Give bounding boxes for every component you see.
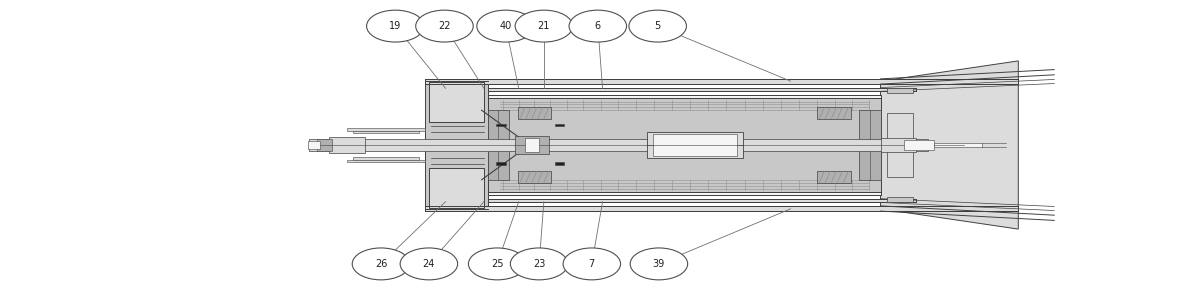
Ellipse shape: [477, 10, 534, 42]
Text: 5: 5: [654, 21, 661, 31]
Bar: [555, 124, 564, 126]
Bar: [881, 138, 916, 152]
Ellipse shape: [563, 248, 621, 280]
Bar: [429, 82, 484, 122]
Bar: [859, 110, 881, 180]
Bar: [425, 79, 1018, 84]
Ellipse shape: [416, 10, 473, 42]
Bar: [488, 199, 916, 202]
Text: 7: 7: [588, 259, 595, 269]
Bar: [518, 171, 551, 183]
Bar: [496, 124, 506, 126]
Bar: [934, 143, 982, 147]
Ellipse shape: [630, 248, 688, 280]
Text: 6: 6: [594, 21, 601, 31]
Ellipse shape: [629, 10, 686, 42]
Ellipse shape: [367, 10, 424, 42]
Bar: [425, 206, 1018, 211]
Bar: [488, 110, 509, 180]
Bar: [309, 139, 928, 151]
Text: 25: 25: [491, 259, 503, 269]
Text: 19: 19: [389, 21, 401, 31]
Bar: [496, 162, 506, 165]
Ellipse shape: [400, 248, 458, 280]
Bar: [555, 162, 564, 165]
Text: 26: 26: [375, 259, 387, 269]
Bar: [347, 160, 425, 162]
Ellipse shape: [515, 10, 573, 42]
Bar: [308, 141, 320, 149]
Bar: [488, 98, 881, 192]
Ellipse shape: [352, 248, 410, 280]
Bar: [518, 107, 551, 119]
Bar: [317, 139, 332, 151]
Bar: [904, 140, 934, 150]
Bar: [887, 197, 913, 202]
Bar: [488, 88, 916, 91]
Bar: [347, 128, 425, 130]
Polygon shape: [881, 61, 1018, 229]
Ellipse shape: [569, 10, 627, 42]
Bar: [353, 157, 419, 160]
Text: 24: 24: [423, 259, 435, 269]
Bar: [817, 171, 851, 183]
Text: 23: 23: [533, 259, 545, 269]
Bar: [488, 95, 881, 98]
Text: 39: 39: [653, 259, 665, 269]
Bar: [647, 132, 743, 158]
Bar: [329, 137, 365, 153]
Bar: [429, 168, 484, 208]
Bar: [515, 136, 549, 154]
Ellipse shape: [510, 248, 568, 280]
Text: 21: 21: [538, 21, 550, 31]
Ellipse shape: [468, 248, 526, 280]
Bar: [425, 81, 488, 209]
Text: 40: 40: [500, 21, 512, 31]
Bar: [353, 130, 419, 133]
Bar: [817, 107, 851, 119]
Text: 22: 22: [438, 21, 450, 31]
Bar: [653, 134, 737, 156]
Bar: [488, 192, 881, 195]
Bar: [525, 138, 539, 152]
Bar: [887, 113, 913, 177]
Bar: [887, 88, 913, 93]
